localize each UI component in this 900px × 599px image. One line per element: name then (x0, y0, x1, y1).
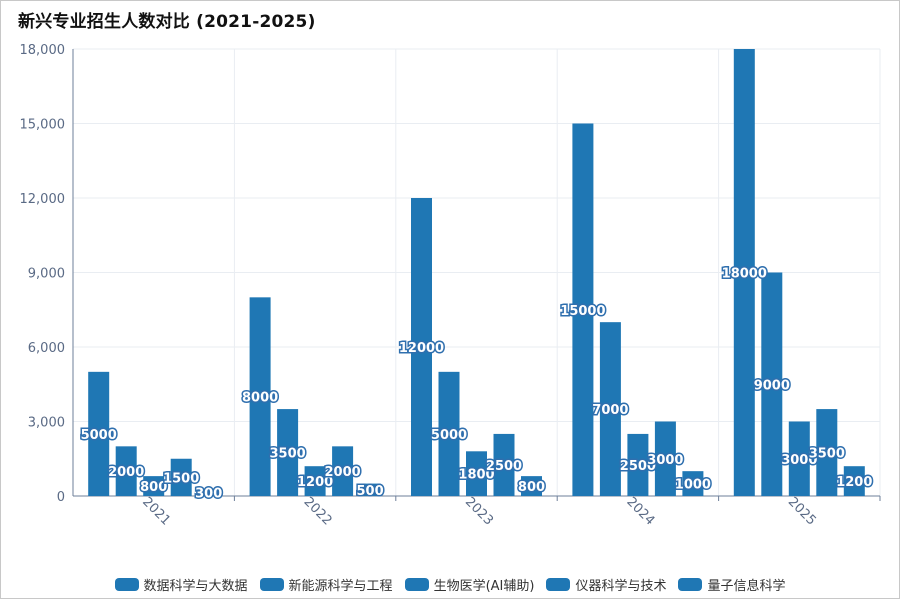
x-tick-label: 2024 (623, 495, 657, 529)
bar[interactable] (761, 272, 783, 497)
y-tick-label: 9,000 (28, 267, 65, 282)
x-tick-label: 2025 (785, 495, 819, 529)
x-tick-label: 2022 (301, 495, 335, 529)
bars (88, 49, 865, 496)
legend-item[interactable]: 新能源科学与工程 (259, 575, 393, 594)
bar[interactable] (304, 466, 326, 496)
bar-value-label: 300 (195, 486, 222, 501)
bar-value-label: 8000 (242, 391, 278, 406)
bar[interactable] (788, 421, 810, 497)
bar-value-label: 800 (518, 480, 545, 495)
bar[interactable] (198, 488, 220, 496)
y-tick-label: 3,000 (28, 416, 65, 431)
data-labels: 5000200080015003008000350012002000500120… (79, 265, 874, 503)
bar-value-label: 12000 (399, 341, 444, 356)
bar-value-label: 3500 (270, 447, 306, 462)
bar[interactable] (654, 421, 676, 497)
legend-label: 新能源科学与工程 (288, 578, 393, 594)
bar[interactable] (249, 297, 271, 496)
bar-value-label: 3500 (809, 447, 845, 462)
bar-value-label: 3000 (647, 453, 683, 468)
bar-value-label: 9000 (754, 378, 790, 393)
bar-value-label: 5000 (81, 428, 117, 443)
bar-value-label: 500 (357, 484, 384, 499)
bar-value-label: 2500 (620, 459, 656, 474)
bar-value-label: 1200 (836, 475, 872, 490)
bar-value-label: 15000 (560, 304, 605, 319)
bar[interactable] (466, 451, 487, 496)
bar[interactable] (682, 471, 704, 496)
bar[interactable] (599, 322, 621, 496)
y-tick-label: 12,000 (20, 192, 66, 207)
bar[interactable] (493, 433, 515, 496)
y-tick-label: 6,000 (28, 341, 65, 356)
legend-swatch (259, 577, 284, 591)
legend-item[interactable]: 生物医学(AI辅助) (404, 575, 535, 594)
legend-label: 生物医学(AI辅助) (433, 578, 535, 594)
bar-value-label: 1500 (163, 471, 199, 486)
bar[interactable] (359, 483, 381, 496)
legend-item[interactable]: 量子信息科学 (678, 575, 785, 594)
legend-label: 仪器科学与技术 (575, 578, 667, 594)
legend-item[interactable]: 仪器科学与技术 (546, 575, 666, 594)
bar[interactable] (733, 49, 755, 496)
bar-value-label: 800 (140, 480, 167, 495)
bar[interactable] (332, 446, 354, 496)
bar-value-label: 1200 (297, 475, 333, 490)
bar[interactable] (88, 371, 110, 496)
chart-title: 新兴专业招生人数对比 (2021-2025) (18, 12, 316, 32)
y-tick-label: 0 (57, 490, 65, 505)
legend: 数据科学与大数据 新能源科学与工程 生物医学(AI辅助) 仪器科学与技术 量子信息科学 (0, 573, 900, 595)
bar-value-label: 7000 (592, 403, 628, 418)
bar-value-label: 18000 (722, 267, 767, 282)
bar-value-label: 3000 (781, 453, 817, 468)
legend-swatch (114, 577, 139, 591)
bar[interactable] (843, 466, 865, 496)
bar[interactable] (521, 476, 542, 496)
bar-value-label: 2000 (108, 465, 144, 480)
bar[interactable] (143, 476, 165, 496)
bar-value-label: 2000 (325, 465, 361, 480)
bar[interactable] (277, 409, 299, 496)
x-tick-label: 2021 (139, 495, 173, 529)
bar[interactable] (572, 123, 594, 497)
bar[interactable] (438, 371, 460, 496)
legend-label: 数据科学与大数据 (143, 578, 248, 594)
legend-swatch (678, 577, 703, 591)
bar-value-label: 1000 (675, 478, 711, 493)
legend-item[interactable]: 数据科学与大数据 (114, 575, 248, 594)
legend-swatch (404, 577, 429, 591)
bar[interactable] (816, 409, 838, 496)
bar-chart: 0 3,000 6,000 9,000 12,000 15,000 18,000 2021 20… (20, 43, 881, 529)
bar-value-label: 2500 (486, 459, 522, 474)
bar[interactable] (411, 198, 432, 496)
y-tick-label: 18,000 (20, 43, 66, 58)
bar[interactable] (627, 433, 649, 496)
legend-label: 量子信息科学 (707, 578, 786, 594)
legend-swatch (546, 577, 571, 591)
bar-value-label: 5000 (431, 428, 467, 443)
bar[interactable] (115, 446, 137, 496)
bar[interactable] (170, 458, 192, 496)
x-tick-label: 2023 (462, 495, 496, 529)
grid-lines (72, 48, 881, 496)
y-tick-label: 15,000 (20, 118, 66, 133)
bar-value-label: 1800 (458, 468, 494, 483)
